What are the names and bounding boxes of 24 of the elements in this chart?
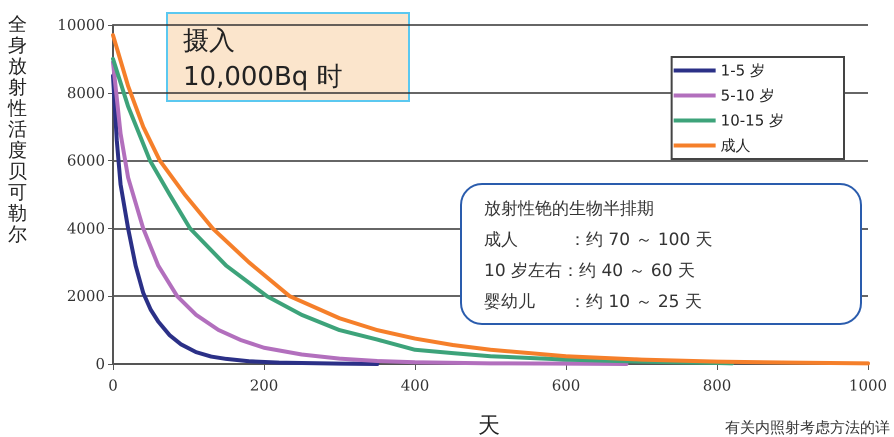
x-tick-label: 200 [250, 376, 278, 394]
y-tick-label: 2000 [66, 287, 105, 306]
text: 摄入 10,000Bq 时 [183, 26, 343, 92]
annotation: 10 岁左右：约 40 ～ 60 天 [484, 260, 695, 282]
x-tick-label: 0 [108, 376, 118, 394]
annotation: 成人 ：约 70 ～ 100 天 [484, 229, 713, 251]
x-tick-label: 1000 [848, 376, 888, 394]
y-tick-label: 4000 [66, 219, 105, 238]
y-tick-label: 8000 [66, 84, 105, 102]
annotation: 放射性铯的生物半排期 [484, 198, 654, 220]
y-tick-label: 6000 [66, 152, 105, 170]
legend-label: 10-15 岁 [720, 112, 784, 130]
text: 全身放射性活度贝可勒尔 [8, 14, 27, 246]
legend-label: 成人 [720, 136, 751, 154]
x-tick-label: 600 [552, 376, 580, 394]
y-tick-label: 0 [95, 355, 105, 373]
x-axis-title: 天 [478, 414, 500, 437]
x-tick-label: 400 [400, 376, 430, 394]
legend-label: 1-5 岁 [720, 62, 765, 80]
legend-label: 5-10 岁 [720, 86, 774, 104]
y-tick-label: 10000 [57, 16, 105, 34]
text: 有关内照射考虑方法的详 [725, 418, 890, 436]
x-tick-label: 800 [702, 376, 732, 394]
annotation: 婴幼儿 ：约 10 ～ 25 天 [484, 291, 702, 313]
